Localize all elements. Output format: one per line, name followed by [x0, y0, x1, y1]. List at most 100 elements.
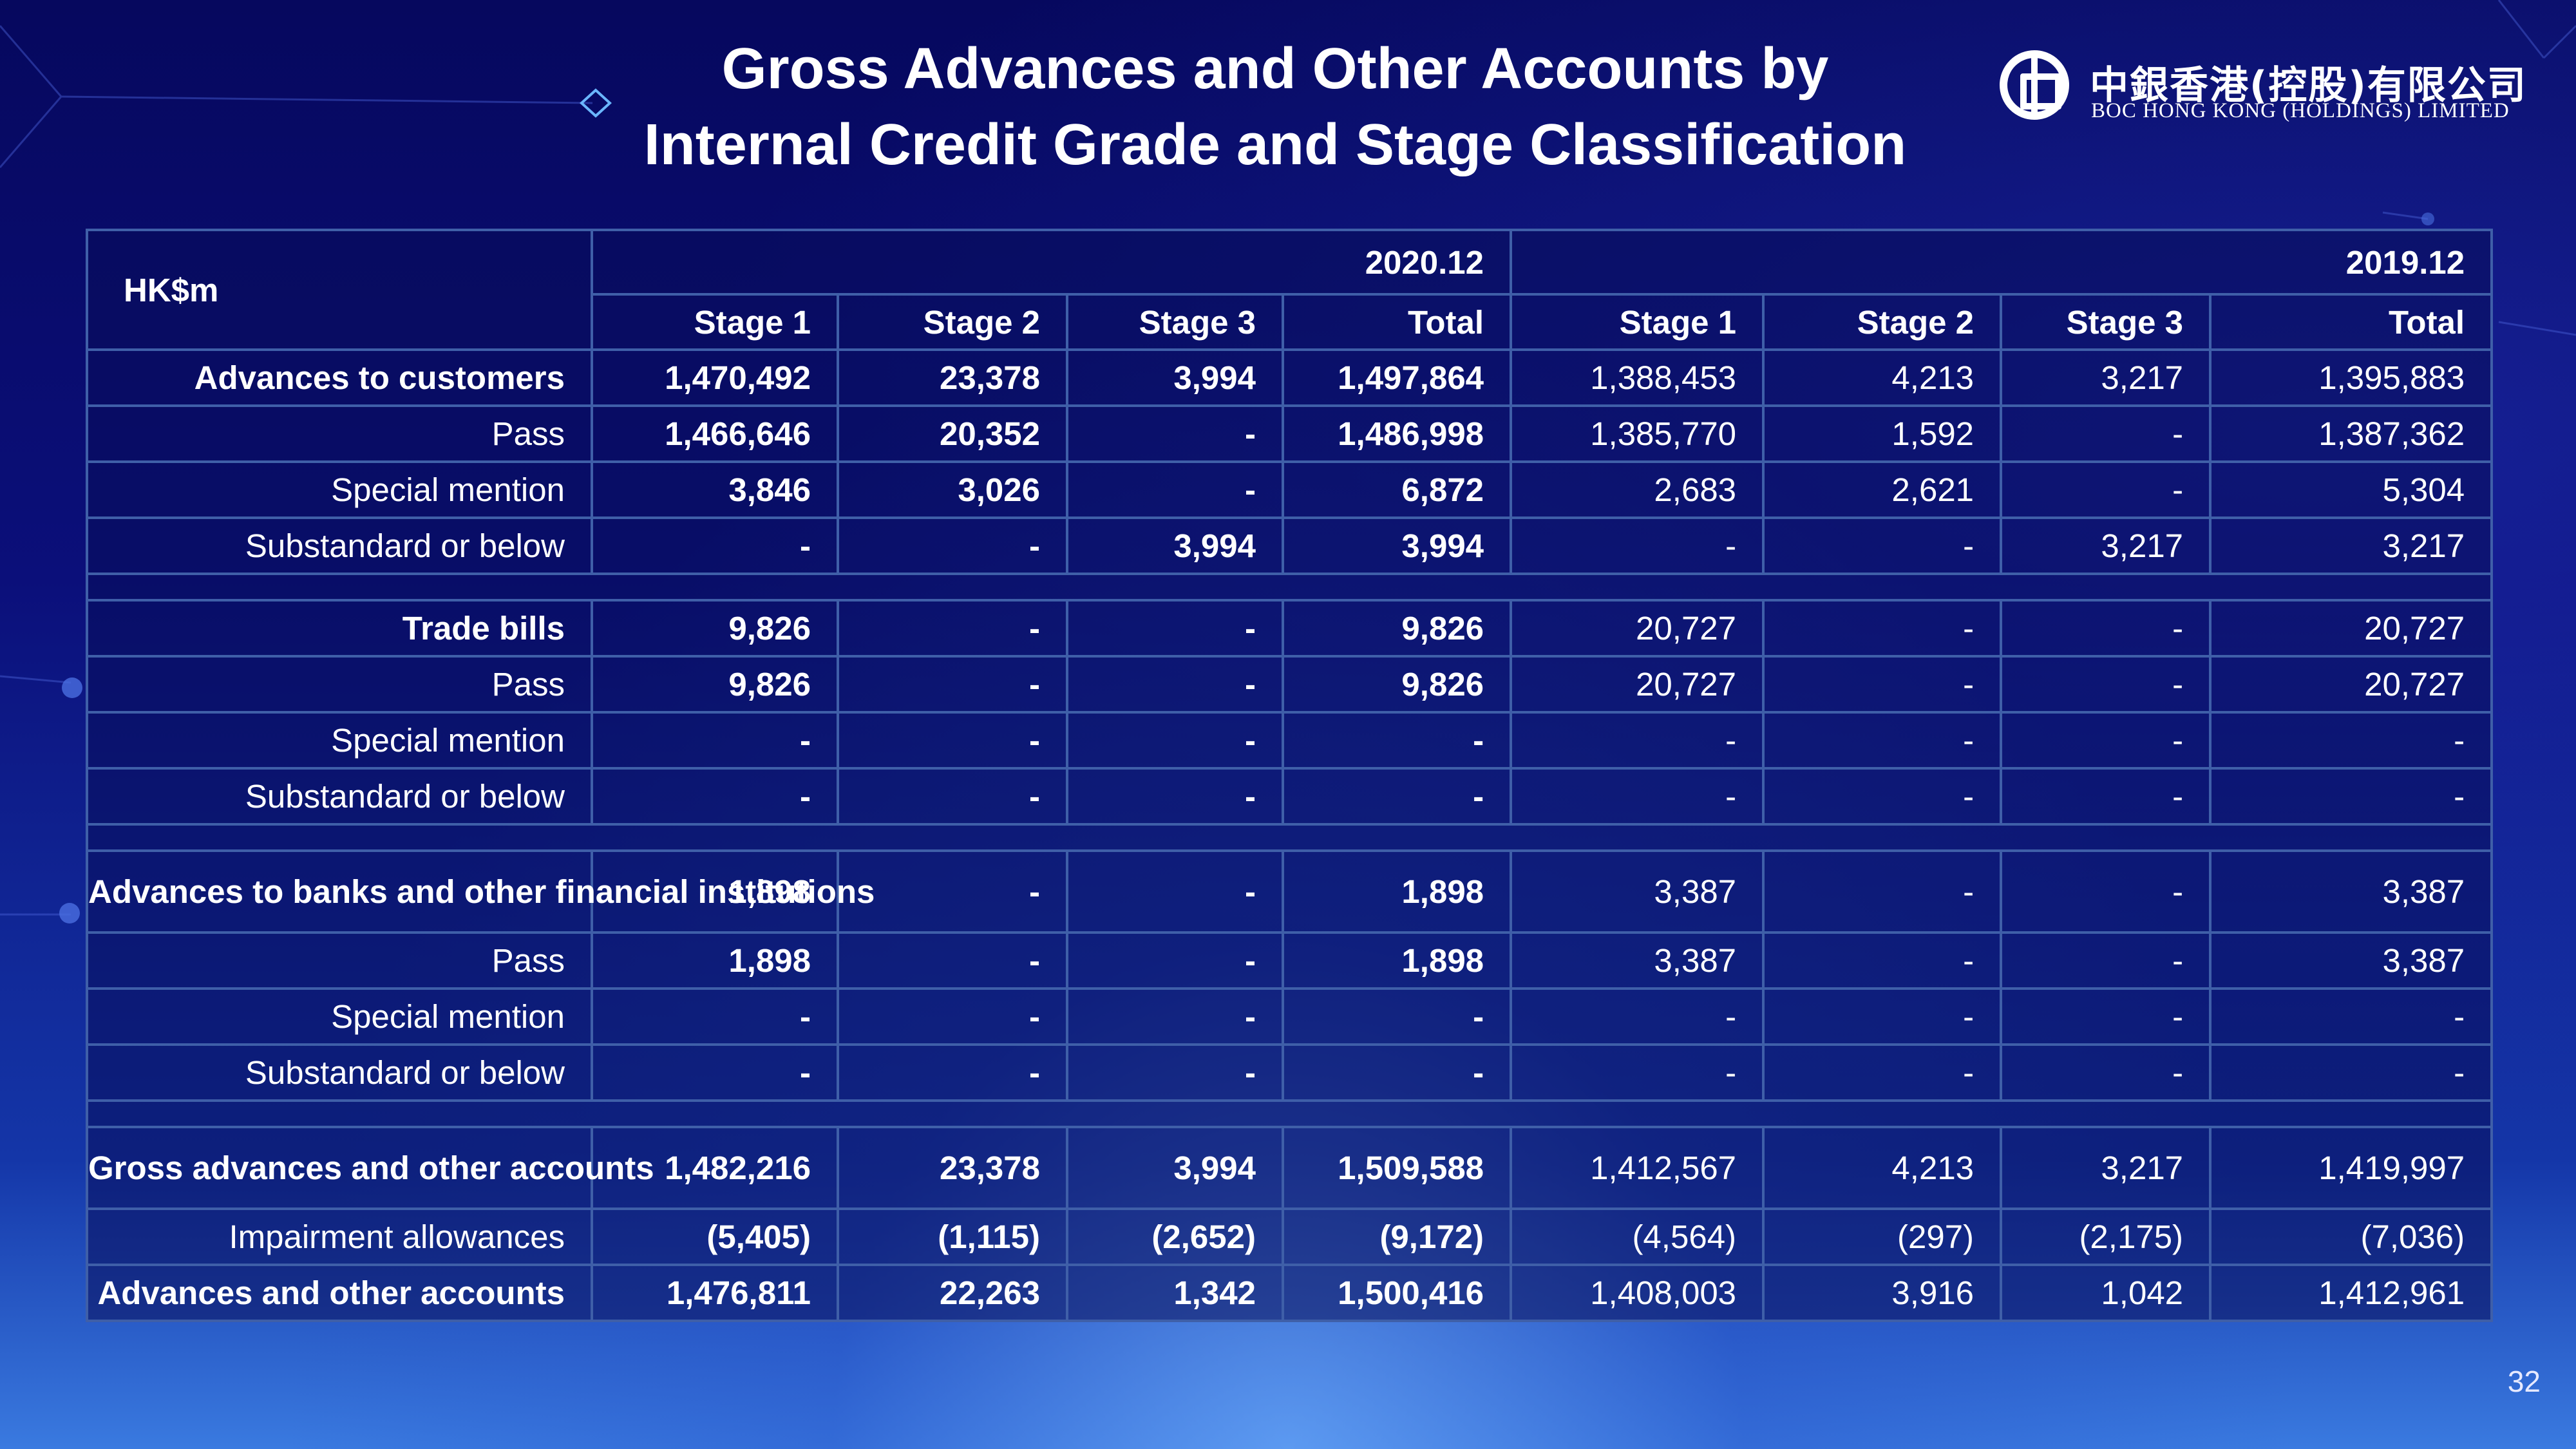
table-row: Trade bills 9,826- -9,826 20,727- -20,727: [86, 599, 2494, 658]
table-cell: 3,387: [1510, 849, 1765, 934]
table-cell: 1,385,770: [1510, 404, 1765, 463]
table-cell: -: [1066, 1043, 1284, 1102]
company-logo: 中銀香港(控股)有限公司 BOC HONG KONG (HOLDINGS) LI…: [2000, 50, 2526, 128]
table-cell: -: [591, 987, 839, 1046]
unit-header: HK$m: [86, 229, 593, 351]
period-header-2019: 2019.12: [1510, 229, 2494, 296]
node-dot: [59, 903, 80, 923]
table-cell: 20,727: [1510, 655, 1765, 714]
table-cell: -: [2000, 1043, 2212, 1102]
stage-header: Total: [1281, 293, 1513, 351]
table-cell: 3,387: [1510, 931, 1765, 990]
table-cell: -: [1762, 655, 2003, 714]
table-cell: (7,036): [2209, 1208, 2494, 1266]
table-body: Advances to customers 1,470,492 23,378 3,99…: [85, 348, 2494, 1322]
table-cell: 23,378: [837, 348, 1068, 407]
table-cell: (2,652): [1066, 1208, 1284, 1266]
table-cell: -: [1510, 711, 1765, 770]
row-label: Special mention: [86, 711, 593, 770]
table-cell: 1,898: [591, 931, 839, 990]
table-cell: 1,497,864: [1281, 348, 1513, 407]
table-cell: 3,994: [1066, 1126, 1284, 1210]
row-label: Advances to customers: [86, 348, 593, 407]
table-cell: -: [837, 599, 1068, 658]
table-cell: 2,683: [1510, 460, 1765, 519]
table-cell: -: [1762, 1043, 2003, 1102]
node-dot: [62, 677, 82, 698]
table-cell: 20,352: [837, 404, 1068, 463]
table-cell: -: [2209, 711, 2494, 770]
table-cell: -: [2000, 599, 2212, 658]
table-cell: 1,042: [2000, 1264, 2212, 1322]
row-label: Substandard or below: [86, 1043, 593, 1102]
table-cell: -: [1066, 599, 1284, 658]
table-cell: 4,213: [1762, 348, 2003, 407]
table-cell: 1,342: [1066, 1264, 1284, 1322]
table-cell: 1,898: [1281, 931, 1513, 990]
table-cell: -: [1510, 516, 1765, 575]
table-row: Substandard or below - -3,994 3,994- -3,217 3…: [86, 516, 2494, 575]
table-cell: (9,172): [1281, 1208, 1513, 1266]
table-cell: 20,727: [1510, 599, 1765, 658]
table-row: Pass 1,898- -1,898 3,387- -3,387: [86, 931, 2494, 990]
table-cell: -: [1066, 987, 1284, 1046]
row-label: Gross advances and other accounts: [86, 1126, 654, 1210]
table-cell: -: [1762, 849, 2003, 934]
table-cell: -: [837, 849, 1068, 934]
table-cell: -: [837, 711, 1068, 770]
table-row: Advances and other accounts 1,476,811 22,2…: [86, 1264, 2494, 1322]
table-cell: 3,217: [2000, 516, 2212, 575]
table-cell: -: [591, 711, 839, 770]
table-cell: -: [837, 516, 1068, 575]
table-cell: -: [2000, 404, 2212, 463]
table-cell: (2,175): [2000, 1208, 2212, 1266]
row-label: Substandard or below: [86, 516, 593, 575]
row-label: Advances to banks and other financial in…: [86, 849, 875, 934]
table-cell: 1,388,453: [1510, 348, 1765, 407]
table-cell: -: [1281, 711, 1513, 770]
table-cell: -: [837, 1043, 1068, 1102]
table-cell: -: [1510, 1043, 1765, 1102]
table-cell: 1,395,883: [2209, 348, 2494, 407]
title-line-2: Internal Credit Grade and Stage Classifi…: [643, 113, 1907, 177]
slide-title: Gross Advances and Other Accounts by Int…: [0, 31, 2550, 183]
table-cell: 1,387,362: [2209, 404, 2494, 463]
table-cell: 5,304: [2209, 460, 2494, 519]
row-label: Pass: [86, 655, 593, 714]
table-cell: 1,592: [1762, 404, 2003, 463]
table-cell: 4,213: [1762, 1126, 2003, 1210]
table-cell: -: [1066, 931, 1284, 990]
table-cell: -: [1281, 987, 1513, 1046]
table-cell: 3,916: [1762, 1264, 2003, 1322]
table-cell: -: [1762, 767, 2003, 826]
table-cell: -: [1281, 1043, 1513, 1102]
table-cell: 1,419,997: [2209, 1126, 2494, 1210]
credit-grade-table: HK$m 2020.12 2019.12 Stage 1 Stage 2 Sta…: [85, 229, 2494, 1322]
logo-english-name: BOC HONG KONG (HOLDINGS) LIMITED: [2091, 99, 2510, 122]
table-cell: -: [837, 987, 1068, 1046]
row-label: Substandard or below: [86, 767, 593, 826]
row-label: Trade bills: [86, 599, 593, 658]
table-cell: -: [591, 767, 839, 826]
table-cell: -: [591, 516, 839, 575]
table-cell: -: [2000, 931, 2212, 990]
table-cell: 3,026: [837, 460, 1068, 519]
table-cell: -: [1762, 987, 2003, 1046]
table-cell: 20,727: [2209, 599, 2494, 658]
table-row: Advances to customers 1,470,492 23,378 3,99…: [86, 348, 2494, 407]
table-cell: 1,412,567: [1510, 1126, 1765, 1210]
table-cell: 3,994: [1281, 516, 1513, 575]
logo-chinese-name: 中銀香港(控股)有限公司: [2090, 63, 2527, 108]
table-cell: 1,470,492: [591, 348, 839, 407]
table-cell: -: [1066, 404, 1284, 463]
table-cell: 9,826: [1281, 599, 1513, 658]
table-cell: 3,217: [2000, 348, 2212, 407]
table-cell: -: [2000, 849, 2212, 934]
table-cell: 1,898: [1281, 849, 1513, 934]
table-cell: 1,486,998: [1281, 404, 1513, 463]
table-row: Impairment allowances (5,405) (1,115) (2,65…: [86, 1208, 2494, 1266]
table-cell: 1,509,588: [1281, 1126, 1513, 1210]
table-cell: -: [1066, 460, 1284, 519]
row-label: Pass: [86, 931, 593, 990]
table-cell: 6,872: [1281, 460, 1513, 519]
